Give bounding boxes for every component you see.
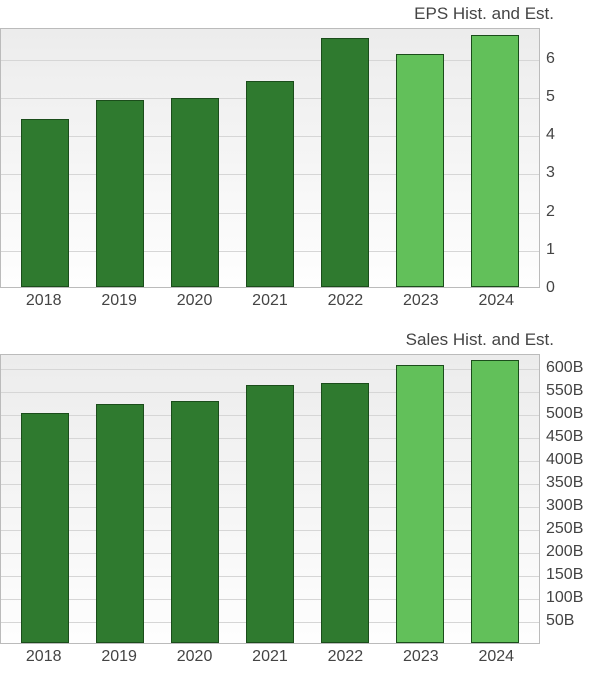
y-tick-label: 3 [546,164,555,182]
y-tick-label: 1 [546,241,555,259]
x-tick-label: 2021 [246,292,294,310]
eps-plot-area [0,28,540,288]
sales-x-axis: 2018 2019 2020 2021 2022 2023 2024 [0,644,540,666]
sales-plot-area [0,354,540,644]
y-tick-label: 450B [546,428,583,446]
y-tick-label: 250B [546,520,583,538]
x-tick-label: 2023 [397,648,445,666]
x-tick-label: 2018 [20,648,68,666]
x-tick-label: 2021 [246,648,294,666]
bar [96,404,144,643]
sales-bars [1,355,539,643]
y-tick-label: 5 [546,88,555,106]
y-tick-label: 0 [546,279,555,297]
bar [471,360,519,643]
bar [246,81,294,287]
y-tick-label: 200B [546,543,583,561]
sales-y-axis: 50B 100B 150B 200B 250B 300B 350B 400B 450B 500B 5… [540,354,600,644]
y-tick-label: 300B [546,497,583,515]
y-tick-label: 4 [546,126,555,144]
bar [21,119,69,287]
y-tick-label: 350B [546,474,583,492]
x-tick-label: 2019 [95,648,143,666]
bar [246,385,294,643]
x-tick-label: 2019 [95,292,143,310]
chart-spacer [0,310,614,326]
y-tick-label: 6 [546,50,555,68]
x-tick-label: 2024 [472,292,520,310]
bar [21,413,69,643]
x-tick-label: 2024 [472,648,520,666]
eps-chart-title: EPS Hist. and Est. [0,4,614,26]
y-tick-label: 400B [546,451,583,469]
sales-chart-body: 50B 100B 150B 200B 250B 300B 350B 400B 450B 500B 5… [0,354,614,644]
bar [396,365,444,643]
y-tick-label: 150B [546,566,583,584]
bar [321,38,369,287]
eps-chart: EPS Hist. and Est. 0123456 2018201920202… [0,4,614,310]
bar [396,54,444,287]
eps-x-axis: 2018 2019 2020 2021 2022 2023 2024 [0,288,540,310]
y-tick-label: 2 [546,203,555,221]
sales-chart-title: Sales Hist. and Est. [0,330,614,352]
x-tick-label: 2022 [321,292,369,310]
bar [471,35,519,287]
eps-bars [1,29,539,287]
y-tick-label: 600B [546,359,583,377]
eps-y-axis: 0123456 [540,28,600,288]
y-tick-label: 50B [546,612,574,630]
y-tick-label: 550B [546,382,583,400]
bar [171,98,219,287]
bar [96,100,144,287]
eps-chart-body: 0123456 [0,28,614,288]
x-tick-label: 2020 [171,648,219,666]
bar [321,383,369,643]
x-tick-label: 2023 [397,292,445,310]
sales-chart: Sales Hist. and Est. 50B 100B 150B 200B 250B… [0,330,614,666]
y-tick-label: 500B [546,405,583,423]
x-tick-label: 2022 [321,648,369,666]
bar [171,401,219,643]
y-tick-label: 100B [546,589,583,607]
x-tick-label: 2020 [171,292,219,310]
x-tick-label: 2018 [20,292,68,310]
